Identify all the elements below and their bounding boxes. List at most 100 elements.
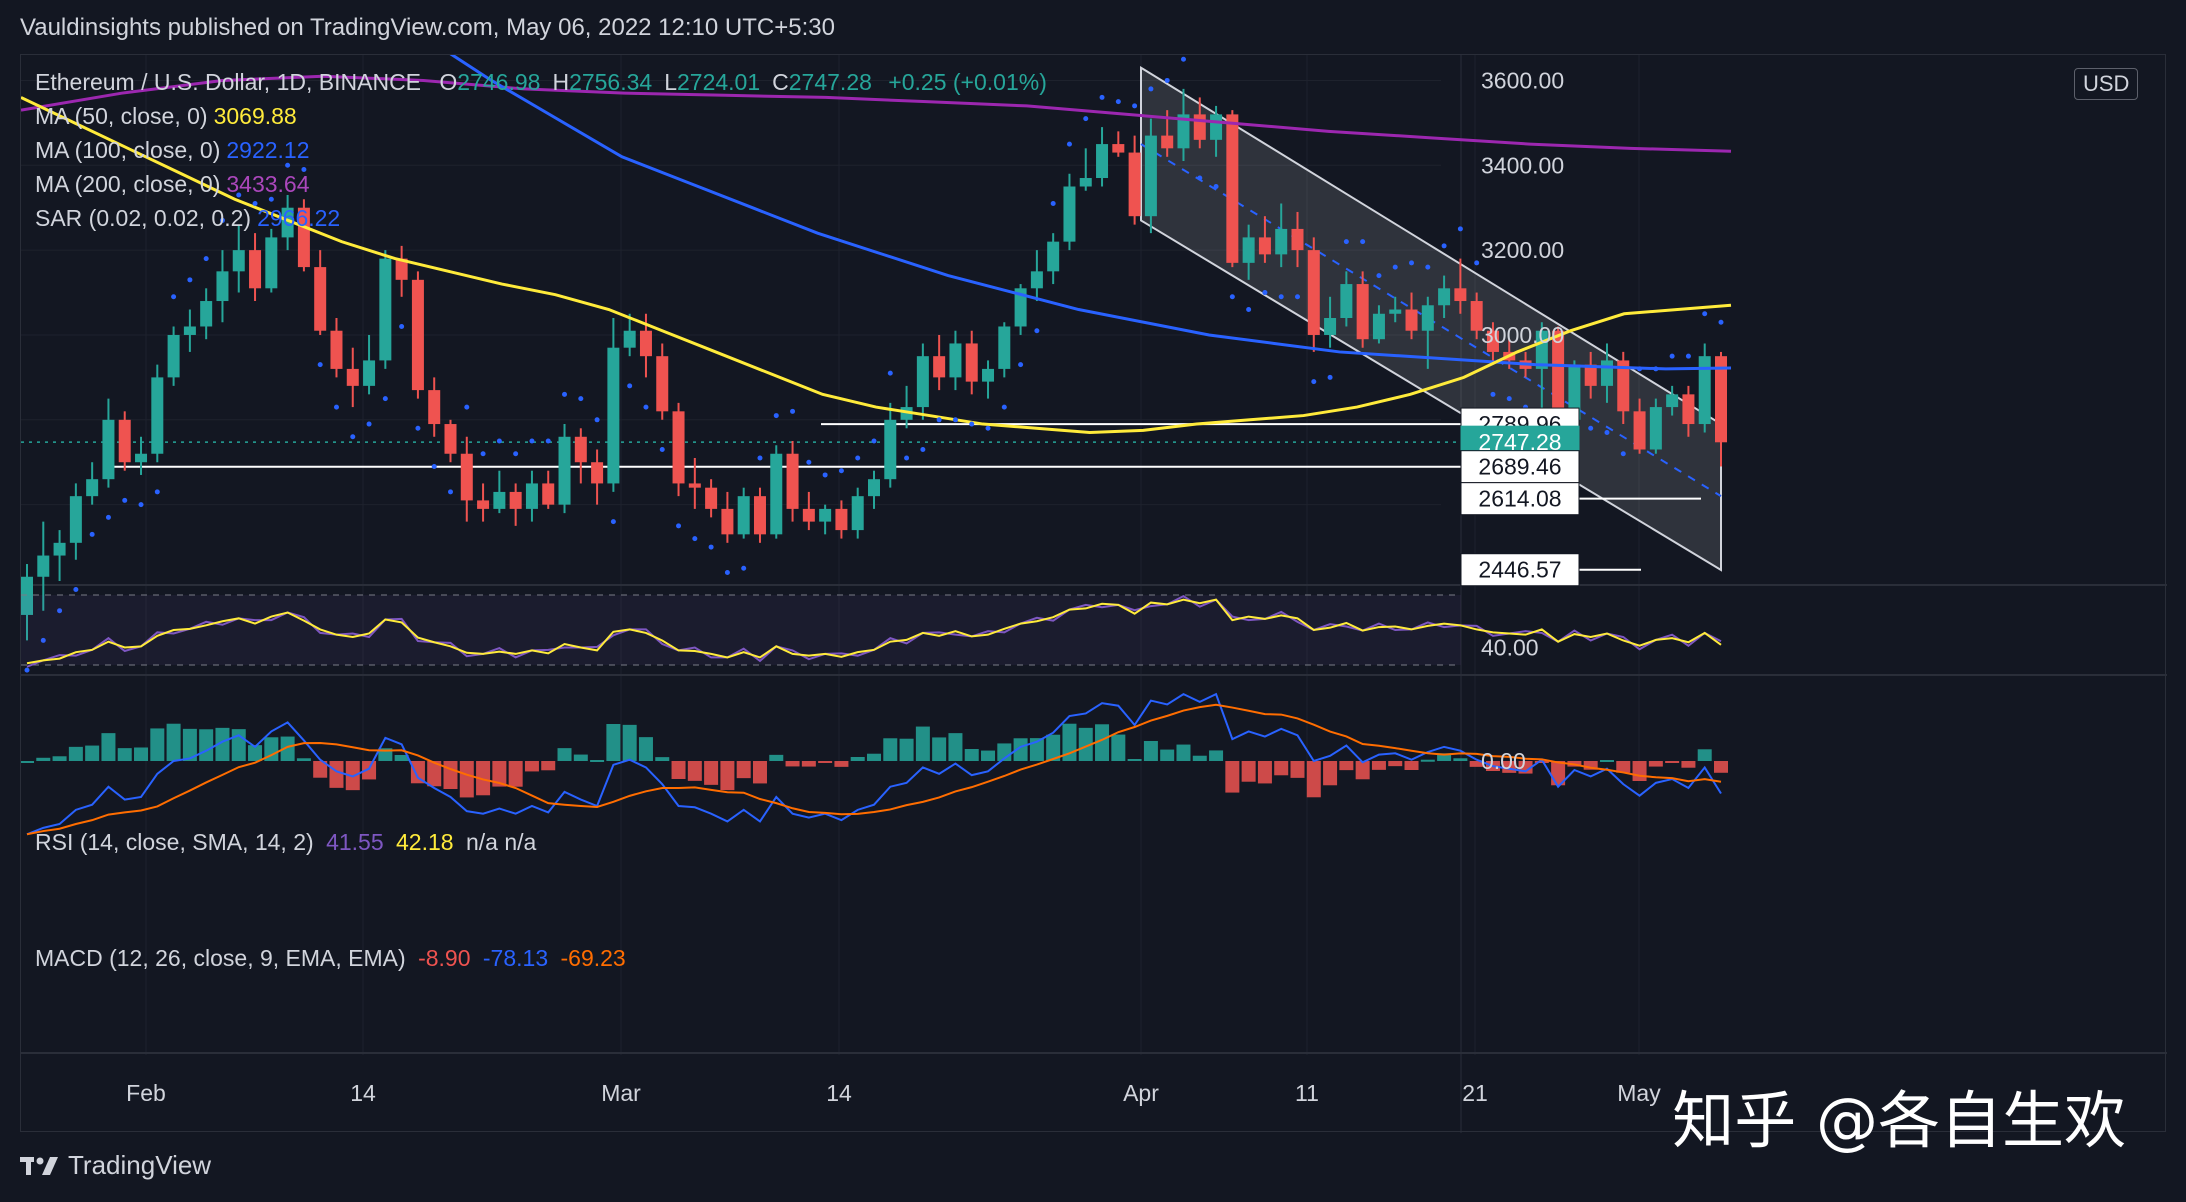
macd-histogram-bar <box>1225 761 1240 793</box>
macd-legend[interactable]: MACD (12, 26, close, 9, EMA, EMA) -8.90 … <box>35 945 626 971</box>
macd-histogram-bar <box>117 748 132 761</box>
candle-body <box>477 500 490 509</box>
candle-body <box>786 453 799 509</box>
price-axis-label: 3200.00 <box>1481 237 1564 263</box>
sar-dot <box>643 404 649 410</box>
sar-dot <box>317 362 323 368</box>
sar-dot <box>1229 294 1235 300</box>
price-level-label: 2689.46 <box>1478 454 1561 480</box>
macd-hist-value: -8.90 <box>418 945 471 971</box>
chart-frame[interactable]: 3600.00 3400.00 3200.00 3000.00 2789.96 2747.… <box>20 54 2167 1133</box>
candle-body <box>607 347 620 484</box>
macd-histogram-bar <box>1420 759 1435 762</box>
candle-body <box>37 555 50 577</box>
macd-histogram-bar <box>622 724 637 761</box>
candle-body <box>1275 228 1288 255</box>
ma50-value: 3069.88 <box>213 103 297 129</box>
candle-body <box>1030 271 1043 289</box>
rsi-legend[interactable]: RSI (14, close, SMA, 14, 2) 41.55 42.18 … <box>35 829 537 855</box>
candle-body <box>460 453 473 501</box>
chart-canvas[interactable]: 3600.003400.003200.003000.002789.962747.… <box>21 55 2167 1133</box>
candle-body <box>851 496 864 531</box>
candle-body <box>493 491 506 509</box>
candle-body <box>737 496 750 535</box>
sar-dot <box>1653 366 1659 372</box>
price-level-tag <box>1460 482 1580 516</box>
candle-body <box>183 326 196 335</box>
macd-histogram-bar <box>850 757 865 761</box>
sar-dot <box>57 608 63 614</box>
rsi-axis-label: 40.00 <box>1481 635 1539 661</box>
sar-dot <box>480 451 486 457</box>
sar-dot <box>89 531 95 537</box>
candle-body <box>1421 305 1434 331</box>
sar-dot <box>904 455 910 461</box>
candle-body <box>1193 114 1206 140</box>
candle-body <box>379 258 392 361</box>
macd-histogram-bar <box>21 761 34 763</box>
sar-dot <box>1425 264 1431 270</box>
sar-dot <box>1620 451 1626 457</box>
candle-body <box>297 207 310 268</box>
macd-histogram-bar <box>818 761 833 763</box>
sar-dot <box>122 497 128 503</box>
sar-dot <box>219 217 225 223</box>
macd-histogram-bar <box>524 761 539 772</box>
macd-histogram-bar <box>199 729 214 761</box>
candle-body <box>232 250 245 272</box>
sar-dot <box>40 637 46 643</box>
macd-histogram-bar <box>182 728 197 761</box>
ohlc-values: O2746.98 H2756.34 L2724.01 C2747.28 <box>427 69 872 95</box>
ohlc-o: O2746.98 <box>439 69 541 95</box>
currency-badge[interactable]: USD <box>2074 68 2139 100</box>
sar-dot <box>708 544 714 550</box>
rsi-ma-value: 42.18 <box>396 829 454 855</box>
candle-body <box>1079 178 1092 187</box>
candle-body <box>265 237 278 289</box>
sar-dot <box>513 451 519 457</box>
candle-body <box>688 483 701 488</box>
macd-histogram-bar <box>36 757 51 761</box>
candle-body <box>1112 144 1125 153</box>
time-axis-label: 14 <box>350 1080 376 1106</box>
ma100-legend[interactable]: MA (100, close, 0) 2922.12 <box>35 137 310 163</box>
macd-histogram-bar <box>867 753 881 761</box>
sar-legend[interactable]: SAR (0.02, 0.02, 0.2) 2966.22 <box>35 205 341 231</box>
candle-body <box>753 496 766 535</box>
candle-body <box>705 487 718 509</box>
sar-dot <box>1441 243 1447 249</box>
macd-histogram-bar <box>459 761 474 798</box>
time-axis-label: Feb <box>126 1080 166 1106</box>
macd-histogram-bar <box>1648 761 1663 767</box>
macd-histogram-bar <box>410 761 425 784</box>
ma200-legend[interactable]: MA (200, close, 0) 3433.64 <box>35 171 310 197</box>
ma50-legend[interactable]: MA (50, close, 0) 3069.88 <box>35 103 297 129</box>
macd-histogram-bar <box>1665 761 1680 763</box>
sar-dot <box>350 434 356 440</box>
price-level-tag <box>1460 450 1580 484</box>
macd-histogram-bar <box>557 748 572 761</box>
candle-body <box>216 271 229 302</box>
tradingview-footer[interactable]: TradingView <box>20 1150 211 1181</box>
price-axis-label: 3600.00 <box>1481 67 1564 93</box>
macd-histogram-bar <box>785 761 800 767</box>
sar-dot <box>1246 307 1252 313</box>
sar-dot <box>1197 175 1203 181</box>
sar-dot <box>1327 374 1333 380</box>
macd-histogram-bar <box>313 761 328 778</box>
sar-dot <box>366 421 372 427</box>
macd-histogram-bar <box>264 737 279 761</box>
candle-body <box>1291 228 1304 251</box>
sar-dot <box>1685 353 1691 359</box>
macd-histogram-bar <box>1339 761 1354 771</box>
candle-body <box>835 508 848 531</box>
candle-body <box>1014 288 1027 327</box>
macd-histogram-bar <box>1681 761 1696 768</box>
candle-body <box>802 508 815 522</box>
macd-histogram-bar <box>1078 727 1093 761</box>
macd-histogram-bar <box>1632 761 1647 781</box>
sar-dot <box>773 413 779 419</box>
candle-body <box>1584 364 1597 386</box>
candle-body <box>542 483 555 505</box>
sar-dot <box>73 586 79 592</box>
